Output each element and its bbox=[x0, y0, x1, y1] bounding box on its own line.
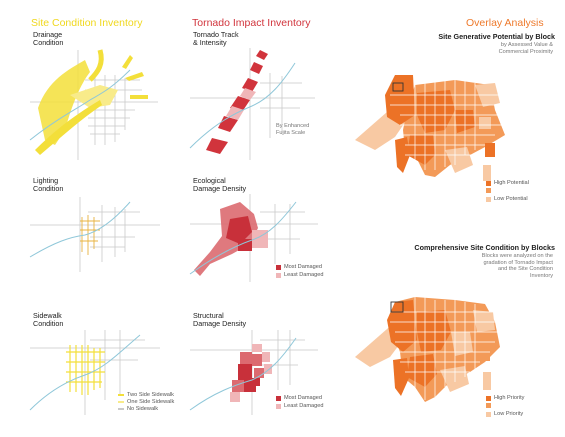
legend-no-sidewalk: No Sidewalk bbox=[118, 406, 158, 412]
generative-potential-note: by Assessed Value & Commercial Proximity bbox=[498, 42, 553, 55]
comp-legend-high: High Priority bbox=[486, 395, 524, 401]
comprehensive-condition-map bbox=[355, 297, 500, 402]
least-damaged-swatch bbox=[276, 403, 281, 409]
generative-potential-title: Site Generative Potential by Block bbox=[438, 32, 555, 41]
comp-legend-mid bbox=[486, 403, 494, 408]
most-damaged-swatch bbox=[276, 264, 281, 270]
gen-legend-high: High Potential bbox=[486, 180, 529, 186]
structural-damage-map bbox=[189, 330, 318, 415]
structural-damage-label: Structural Damage Density bbox=[193, 311, 247, 329]
ecological-damage-map bbox=[189, 194, 318, 282]
mid-priority-swatch bbox=[486, 403, 491, 408]
eco-legend-least: Least Damaged bbox=[276, 272, 324, 278]
legend-two-side-sidewalk: Two Side Sidewalk bbox=[118, 392, 174, 398]
low-potential-swatch bbox=[486, 196, 491, 202]
most-damaged-swatch bbox=[276, 395, 281, 401]
gen-legend-low: Low Potential bbox=[486, 196, 528, 202]
tornado-track-map bbox=[189, 48, 315, 160]
generative-potential-map bbox=[355, 75, 505, 181]
lighting-map bbox=[29, 197, 160, 272]
overlay-analysis-title: Overlay Analysis bbox=[466, 17, 544, 29]
drainage-map bbox=[29, 49, 158, 160]
high-priority-swatch bbox=[486, 395, 491, 401]
fujita-scale-note: By Enhanced Fujita Scale bbox=[276, 123, 310, 136]
tornado-track-label: Tornado Track & Intensity bbox=[193, 30, 239, 48]
drainage-condition-label: Drainage Condition bbox=[33, 30, 64, 48]
sidewalk-map bbox=[29, 330, 160, 415]
high-potential-swatch bbox=[486, 180, 491, 186]
gen-legend-mid bbox=[486, 188, 494, 193]
sidewalk-condition-label: Sidewalk Condition bbox=[33, 311, 64, 329]
eco-legend-most: Most Damaged bbox=[276, 264, 322, 270]
no-sidewalk-swatch bbox=[118, 408, 124, 410]
struct-legend-least: Least Damaged bbox=[276, 403, 324, 409]
lighting-condition-label: Lighting Condition bbox=[33, 176, 64, 194]
legend-one-side-sidewalk: One Side Sidewalk bbox=[118, 399, 174, 405]
ecological-damage-label: Ecological Damage Density bbox=[193, 176, 247, 194]
mid-potential-swatch bbox=[486, 188, 491, 193]
least-damaged-swatch bbox=[276, 272, 281, 278]
one-side-swatch bbox=[118, 401, 124, 403]
tornado-impact-title: Tornado Impact Inventory bbox=[192, 17, 311, 29]
low-priority-swatch bbox=[486, 411, 491, 417]
comprehensive-condition-note: Blocks were analyzed on the gradation of… bbox=[481, 253, 553, 279]
site-condition-title: Site Condition Inventory bbox=[31, 17, 143, 29]
comp-legend-low: Low Priority bbox=[486, 411, 523, 417]
comprehensive-condition-title: Comprehensive Site Condition by Blocks bbox=[414, 243, 555, 252]
two-side-swatch bbox=[118, 394, 124, 396]
struct-legend-most: Most Damaged bbox=[276, 395, 322, 401]
